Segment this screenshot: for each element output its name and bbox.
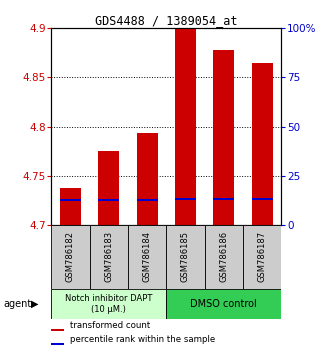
Text: GSM786182: GSM786182	[66, 231, 75, 282]
Text: agent: agent	[3, 299, 31, 309]
Text: DMSO control: DMSO control	[190, 298, 257, 309]
Bar	[51, 289, 166, 319]
Bar	[166, 289, 281, 319]
Bar	[137, 199, 158, 201]
Text: transformed count: transformed count	[70, 321, 151, 330]
Bar	[128, 225, 166, 289]
Bar	[60, 188, 81, 225]
Bar	[166, 225, 205, 289]
Text: GSM786187: GSM786187	[258, 231, 267, 282]
Bar	[252, 63, 273, 225]
Text: GSM786183: GSM786183	[104, 231, 113, 282]
Bar	[90, 225, 128, 289]
Text: GSM786186: GSM786186	[219, 231, 228, 282]
Bar	[213, 50, 234, 225]
Bar	[175, 198, 196, 200]
Bar	[205, 225, 243, 289]
Text: GSM786185: GSM786185	[181, 231, 190, 282]
Bar	[213, 198, 234, 200]
Bar	[137, 133, 158, 225]
Bar	[60, 199, 81, 201]
Text: percentile rank within the sample: percentile rank within the sample	[70, 335, 215, 344]
Bar	[51, 329, 64, 331]
Bar	[243, 225, 281, 289]
Bar	[175, 28, 196, 225]
Bar	[252, 198, 273, 200]
Bar	[98, 151, 119, 225]
Bar	[51, 225, 90, 289]
Bar	[98, 199, 119, 201]
Text: ▶: ▶	[31, 299, 39, 309]
Text: Notch inhibitor DAPT
(10 μM.): Notch inhibitor DAPT (10 μM.)	[65, 293, 153, 314]
Bar	[51, 343, 64, 345]
Text: GSM786184: GSM786184	[143, 231, 152, 282]
Title: GDS4488 / 1389054_at: GDS4488 / 1389054_at	[95, 14, 238, 27]
